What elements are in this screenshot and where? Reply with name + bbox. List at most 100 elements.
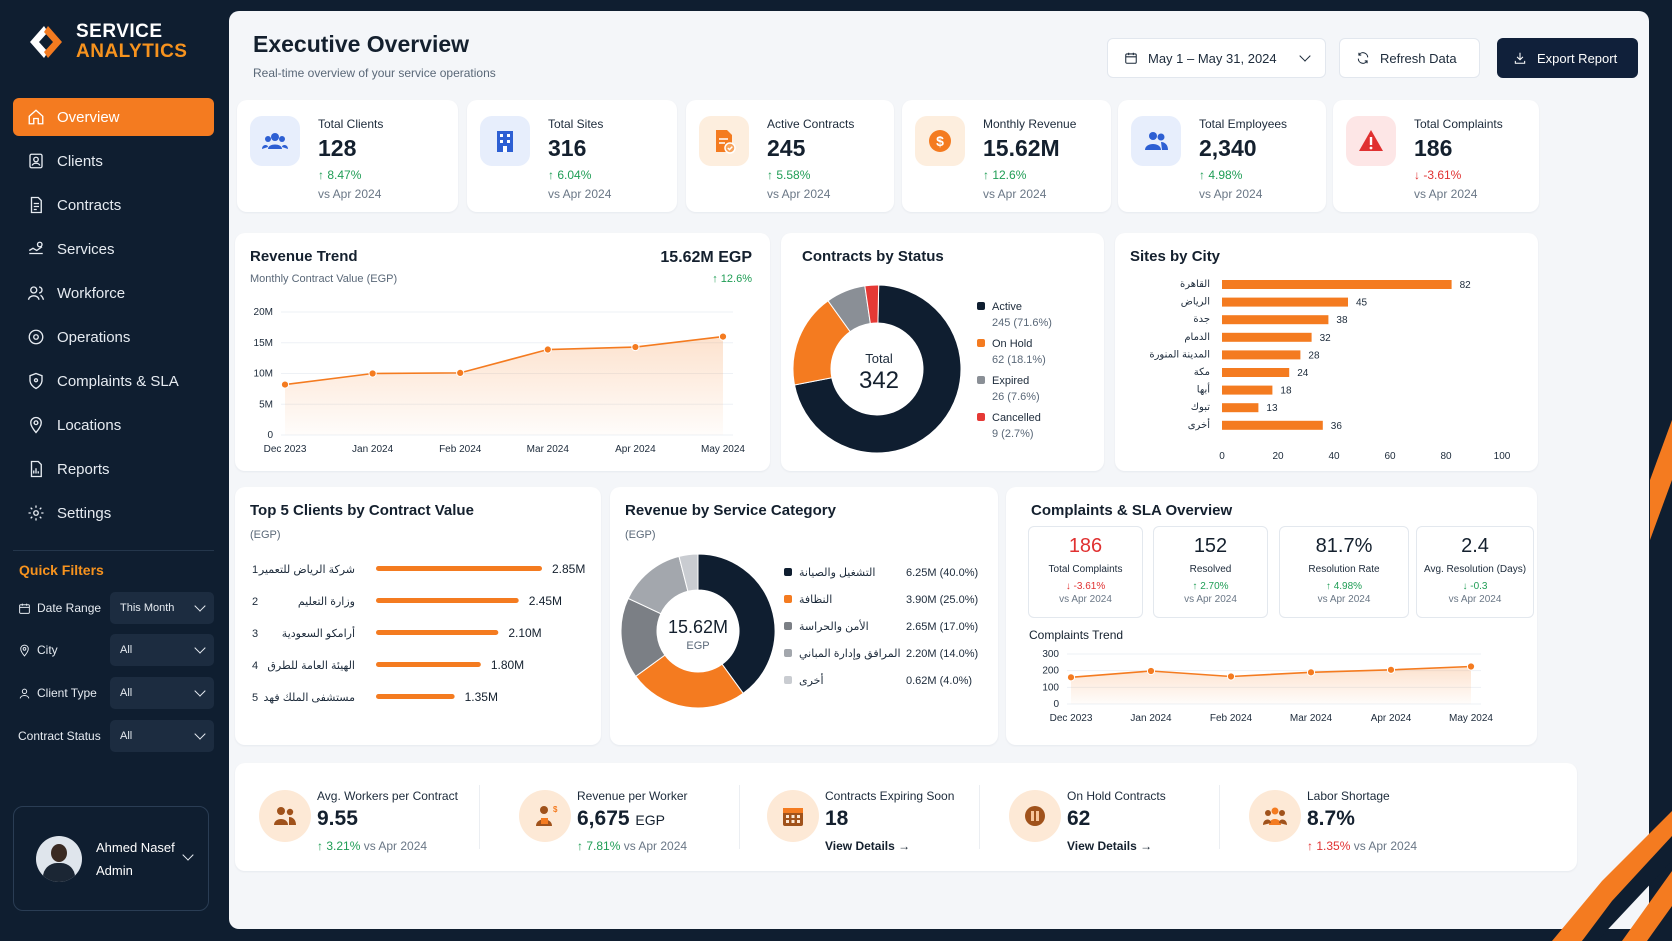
- divider: [13, 550, 214, 551]
- client-type-select[interactable]: All: [110, 677, 214, 709]
- page-title: Executive Overview: [253, 31, 470, 57]
- data-label: 18: [1280, 386, 1292, 397]
- date-range-picker[interactable]: May 1 – May 31, 2024: [1107, 38, 1326, 78]
- filter-label: Date Range: [37, 601, 102, 615]
- donut-slice: [678, 553, 699, 592]
- user-menu[interactable]: Ahmed Nasef Admin: [13, 806, 209, 911]
- kpi-delta: ↑ 6.04%: [548, 168, 592, 182]
- kpi-delta: ↑ 8.47%: [318, 168, 362, 182]
- bar: [1222, 385, 1273, 395]
- sidebar-item-label: Complaints & SLA: [57, 372, 179, 390]
- kpi-value: 186: [1414, 135, 1453, 161]
- sidebar-item-reports[interactable]: Reports: [13, 450, 214, 488]
- chevron-down-icon: [194, 685, 206, 697]
- city-select[interactable]: All: [110, 634, 214, 666]
- shield-icon: [29, 372, 43, 390]
- contracts-status-card: Contracts by Status Total 342 Active 245 …: [781, 233, 1104, 471]
- employees-icon: [1145, 132, 1168, 150]
- kpi-label: Total Clients: [318, 117, 384, 131]
- x-tick-label: Mar 2024: [1290, 713, 1333, 724]
- view-details-link[interactable]: View Details →: [825, 839, 911, 853]
- x-tick-label: Jan 2024: [1130, 713, 1172, 724]
- date-range-select[interactable]: This Month: [110, 592, 214, 624]
- y-tick-label: 5M: [259, 399, 273, 410]
- kpi-card[interactable]: $ Monthly Revenue 15.62M ↑ 12.6% vs Apr …: [902, 100, 1111, 212]
- card-subtitle: (EGP): [250, 529, 281, 541]
- sidebar-item-label: Services: [57, 240, 115, 258]
- data-label: 36: [1331, 421, 1343, 432]
- sla-delta: ↓ -3.61%: [1065, 581, 1106, 592]
- complaints-trend-chart: 0 100 200 300 Dec 2023 Jan 2024 Feb 2024 Mar 20…: [1042, 649, 1493, 724]
- metric-labor-shortage[interactable]: Labor Shortage 8.7% ↑ 1.35% vs Apr 2024: [1225, 763, 1485, 871]
- contract-status-select[interactable]: All: [110, 720, 214, 752]
- kpi-card[interactable]: Total Complaints 186 ↓ -3.61% vs Apr 202…: [1333, 100, 1539, 212]
- chevron-down-icon: [1299, 50, 1311, 62]
- y-tick-label: 100: [1042, 682, 1059, 693]
- sidebar-item-locations[interactable]: Locations: [13, 406, 214, 444]
- kpi-label: Total Complaints: [1414, 117, 1503, 131]
- legend-value: 6.25M (40.0%): [906, 567, 979, 579]
- sidebar-item-complaints-sla[interactable]: Complaints & SLA: [13, 362, 214, 400]
- filter-city: City All: [18, 634, 214, 666]
- client-name: أرامكو السعودية: [282, 626, 355, 640]
- calendar-icon: [1125, 52, 1137, 64]
- sidebar-item-services[interactable]: Services: [13, 230, 214, 268]
- sites-by-city-card: Sites by City القاهرة 82 الرياض 45 جدة 38 الدم…: [1115, 233, 1538, 471]
- metric-revenue-per-worker[interactable]: $ Revenue per Worker 6,675 EGP ↑ 7.81% v…: [495, 763, 735, 871]
- kpi-value: 128: [318, 135, 357, 161]
- kpi-value: 2,340: [1199, 135, 1257, 161]
- refresh-button[interactable]: Refresh Data: [1339, 38, 1480, 78]
- data-point: [456, 368, 465, 377]
- x-tick-label: 0: [1219, 451, 1225, 462]
- data-point: [1226, 672, 1236, 681]
- sidebar-item-settings[interactable]: Settings: [13, 494, 214, 532]
- sidebar-item-overview[interactable]: Overview: [13, 98, 214, 136]
- refresh-label: Refresh Data: [1380, 50, 1457, 66]
- sla-value: 2.4: [1461, 535, 1489, 557]
- brand-logo[interactable]: SERVICE ANALYTICS: [26, 22, 187, 62]
- legend-item: الأمن والحراسة 2.65M (17.0%): [784, 619, 984, 635]
- data-point: [1066, 673, 1076, 682]
- export-button[interactable]: Export Report: [1497, 38, 1638, 78]
- contract-check-icon: [716, 130, 736, 154]
- metric-contracts-expiring[interactable]: Contracts Expiring Soon 18 View Details …: [743, 763, 983, 871]
- complaints-trend-title: Complaints Trend: [1029, 628, 1124, 642]
- x-tick-label: May 2024: [701, 444, 745, 455]
- kpi-compare: vs Apr 2024: [983, 187, 1047, 201]
- sidebar-item-workforce[interactable]: Workforce: [13, 274, 214, 312]
- card-title: Sites by City: [1130, 248, 1221, 265]
- legend-label: التشغيل والصيانة: [799, 567, 876, 579]
- card-title: Complaints & SLA Overview: [1031, 502, 1233, 519]
- data-point: [1466, 662, 1476, 671]
- legend-label: الأمن والحراسة: [799, 621, 869, 633]
- kpi-card[interactable]: Total Clients 128 ↑ 8.47% vs Apr 2024: [237, 100, 458, 212]
- kpi-card[interactable]: Active Contracts 245 ↑ 5.58% vs Apr 2024: [686, 100, 894, 212]
- sidebar-item-contracts[interactable]: Contracts: [13, 186, 214, 224]
- data-label: 2.85M: [552, 562, 585, 576]
- bar: [1222, 315, 1329, 325]
- x-tick-label: May 2024: [1449, 713, 1493, 724]
- view-details-link[interactable]: View Details →: [1067, 839, 1153, 853]
- bar: [1222, 297, 1348, 307]
- series-line: [1070, 665, 1472, 679]
- kpi-card[interactable]: Total Employees 2,340 ↑ 4.98% vs Apr 202…: [1118, 100, 1326, 212]
- card-title: Contracts by Status: [802, 248, 944, 265]
- sidebar-item-operations[interactable]: Operations: [13, 318, 214, 356]
- data-label: 1.80M: [491, 658, 524, 672]
- kpi-card[interactable]: Total Sites 316 ↑ 6.04% vs Apr 2024: [467, 100, 677, 212]
- kpi-delta: ↑ 12.6%: [983, 168, 1027, 182]
- x-tick-label: Apr 2024: [1371, 713, 1412, 724]
- legend-label: النظافة: [799, 594, 833, 606]
- legend-label: أخرى: [799, 675, 824, 687]
- bar: [1222, 332, 1312, 342]
- workers-icon: [274, 807, 296, 825]
- metric-on-hold-contracts[interactable]: On Hold Contracts 62 View Details →: [985, 763, 1225, 871]
- dollar-icon: $: [929, 130, 951, 152]
- sla-delta: ↑ 4.98%: [1325, 581, 1363, 592]
- data-label: 38: [1336, 315, 1348, 326]
- donut-slice: [697, 553, 776, 695]
- select-value: All: [120, 644, 133, 656]
- metric-avg-workers[interactable]: Avg. Workers per Contract 9.55 ↑ 3.21% v…: [235, 763, 475, 871]
- sidebar-item-clients[interactable]: Clients: [13, 142, 214, 180]
- legend-swatch: [784, 568, 792, 576]
